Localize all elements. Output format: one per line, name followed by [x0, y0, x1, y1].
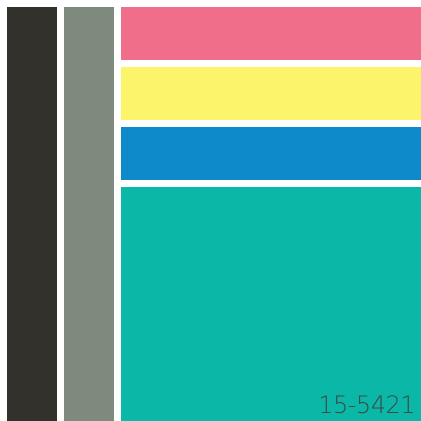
color-code: 15-5421: [318, 391, 415, 419]
color-swatch: [64, 7, 114, 421]
color-swatch: [121, 187, 421, 421]
color-swatch: [121, 127, 421, 180]
color-swatch: [121, 67, 421, 120]
color-swatch: [7, 7, 57, 421]
color-swatch: [121, 7, 421, 60]
